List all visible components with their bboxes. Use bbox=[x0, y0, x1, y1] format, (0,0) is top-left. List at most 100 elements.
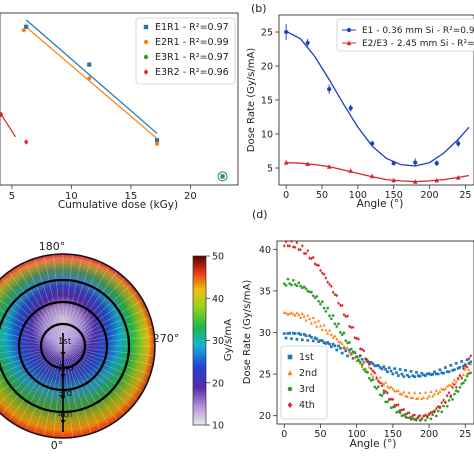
panel-d-point bbox=[377, 364, 380, 367]
panel-d-point bbox=[329, 332, 333, 336]
panel-d-point bbox=[413, 375, 416, 379]
panel-d-point bbox=[422, 414, 426, 418]
panel-d-point bbox=[344, 349, 348, 353]
colorbar bbox=[192, 255, 207, 426]
polar-texture-spoke bbox=[62, 345, 120, 424]
panel-d-point bbox=[382, 391, 386, 395]
panel-d-point bbox=[306, 338, 310, 342]
polar-texture-spoke bbox=[62, 335, 155, 347]
panel-d-point bbox=[415, 370, 418, 374]
panel-a-legend-label: E1R1 - R²=0.97 bbox=[155, 22, 229, 33]
panel-d-point bbox=[398, 391, 402, 395]
panel-d-point bbox=[337, 340, 341, 344]
polar-ring-label: 2nd bbox=[58, 364, 74, 374]
polar-texture-spoke bbox=[0, 325, 64, 347]
panel-a-legend: E1R1 - R²=0.97 E2R1 - R²=0.99 E3R1 - R²=0.… bbox=[135, 17, 236, 85]
panel-d-ytick-label: 35 bbox=[259, 286, 271, 297]
panel-a-point bbox=[21, 28, 26, 33]
panel-d-xtick-label: 150 bbox=[384, 429, 402, 440]
panel-d-point bbox=[395, 403, 398, 407]
panel-d-point bbox=[297, 332, 301, 335]
panel-d-point bbox=[398, 408, 402, 412]
panel-d-point bbox=[297, 247, 301, 252]
polar-texture-spoke bbox=[62, 345, 155, 357]
panel-d-point bbox=[416, 396, 420, 400]
panel-d-point bbox=[393, 405, 397, 409]
panel-d-point bbox=[344, 339, 348, 343]
panel-d-point bbox=[434, 372, 438, 376]
panel-d-point bbox=[416, 414, 420, 419]
panel-d-point bbox=[291, 278, 295, 282]
panel-d-point bbox=[329, 284, 333, 289]
panel-d-point bbox=[445, 404, 449, 408]
panel-d-ytick-label: 30 bbox=[259, 328, 271, 339]
panel-b-xtick-label: 150 bbox=[385, 190, 403, 201]
panel-d-point bbox=[295, 284, 299, 288]
panel-d-point bbox=[427, 412, 431, 417]
panel-d-point bbox=[434, 388, 438, 392]
panel-d-point bbox=[367, 362, 371, 366]
panel-d-point bbox=[337, 301, 340, 306]
polar-texture-spoke bbox=[0, 335, 64, 347]
polar-texture-spoke bbox=[33, 345, 64, 437]
panel-b-xlabel: Angle (°) bbox=[357, 198, 404, 210]
panel-d-point bbox=[367, 365, 371, 369]
angle-label-top: 180° bbox=[39, 240, 66, 253]
polar-texture-spoke bbox=[62, 345, 111, 429]
panel-d-point bbox=[284, 283, 288, 287]
polar-texture-spoke bbox=[0, 345, 64, 367]
panel-d-point bbox=[304, 251, 308, 256]
panel-d-point bbox=[458, 373, 462, 378]
panel-d-point bbox=[346, 354, 349, 358]
polar-texture-spoke bbox=[62, 345, 154, 376]
panel-d-point bbox=[438, 368, 442, 372]
panel-d-point bbox=[404, 369, 407, 372]
panel-d-point bbox=[288, 244, 292, 248]
polar-texture-spoke bbox=[62, 254, 84, 347]
panel-d-point bbox=[462, 366, 465, 371]
panel-d-point bbox=[442, 371, 445, 375]
panel-b-point bbox=[305, 40, 310, 45]
polar-texture-spoke bbox=[62, 289, 141, 347]
panel-d-ytick-label: 25 bbox=[259, 370, 271, 381]
panel-d-point bbox=[308, 317, 312, 321]
panel-d-point bbox=[364, 357, 368, 362]
panel-b-point bbox=[455, 175, 461, 180]
panel-a-legend-marker bbox=[143, 54, 149, 60]
panel-a-xtick-label: 10 bbox=[65, 191, 78, 202]
panel-d-point bbox=[288, 311, 292, 315]
polar-texture-spoke bbox=[62, 345, 146, 394]
panel-d-point bbox=[342, 331, 346, 335]
panel-d-point bbox=[447, 399, 451, 402]
colorbar-tick-label: 30 bbox=[212, 336, 224, 347]
polar-texture-spoke bbox=[62, 345, 93, 437]
panel-d-point bbox=[382, 382, 386, 386]
panel-d-point bbox=[436, 404, 440, 409]
colorbar-label: Gy/s/mA bbox=[223, 319, 234, 361]
panel-d-point bbox=[340, 351, 344, 355]
panel-a-point bbox=[24, 24, 29, 29]
panel-d-point bbox=[453, 382, 456, 387]
panel-d-legend-label: 3rd bbox=[299, 384, 315, 395]
panel-b-point bbox=[284, 29, 289, 35]
panel-d-point bbox=[404, 415, 407, 419]
panel-d-point bbox=[418, 391, 422, 395]
panel-a-legend-label: E3R2 - R²=0.96 bbox=[155, 67, 229, 78]
panel-d-point bbox=[447, 383, 451, 387]
panel-d-point bbox=[396, 403, 400, 407]
panel-d-point bbox=[308, 334, 311, 338]
panel-d-point bbox=[362, 360, 366, 364]
polar-texture-spoke bbox=[62, 259, 102, 347]
panel-d-point bbox=[420, 417, 424, 421]
panel-d-point bbox=[391, 372, 395, 376]
panel-d-point bbox=[326, 331, 330, 335]
polar-texture-spoke bbox=[0, 282, 64, 347]
panel-d-point bbox=[313, 336, 317, 340]
panel-d-point bbox=[286, 332, 290, 335]
panel-d-point bbox=[454, 385, 458, 390]
panel-a-xtick-label: 15 bbox=[125, 191, 138, 202]
polar-texture-spoke bbox=[62, 275, 127, 347]
panel-d-point bbox=[322, 306, 326, 310]
panel-d-point bbox=[369, 367, 373, 371]
panel-d-point bbox=[458, 365, 462, 369]
